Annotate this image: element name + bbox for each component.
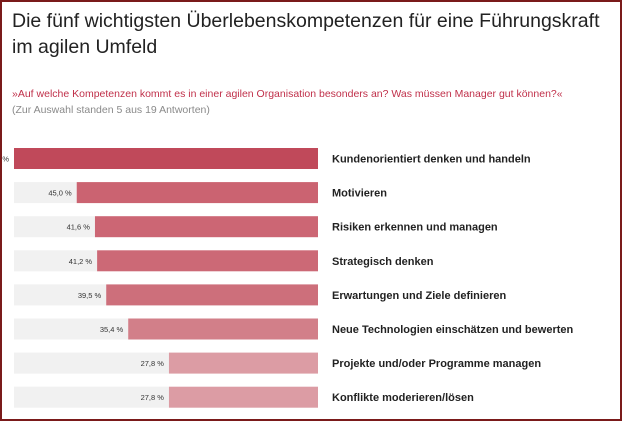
bar bbox=[168, 386, 318, 408]
bar-track bbox=[14, 216, 95, 238]
bar-track bbox=[14, 318, 129, 340]
bar bbox=[168, 352, 318, 374]
survey-question: »Auf welche Kompetenzen kommt es in eine… bbox=[12, 88, 563, 100]
bar-track bbox=[14, 182, 77, 204]
value-label: 41,6 % bbox=[67, 223, 91, 232]
bar bbox=[97, 250, 318, 272]
category-label: Neue Technologien einschätzen und bewert… bbox=[332, 324, 574, 336]
bar bbox=[14, 148, 318, 169]
value-label: 35,4 % bbox=[100, 325, 124, 334]
value-label: 45,0 % bbox=[48, 189, 72, 198]
category-label: Konflikte moderieren/lösen bbox=[332, 392, 474, 404]
bar bbox=[128, 318, 318, 340]
bar bbox=[94, 216, 318, 238]
bar-track bbox=[14, 284, 107, 306]
bar bbox=[76, 182, 318, 204]
bar-track bbox=[14, 250, 98, 272]
bar-track bbox=[14, 386, 169, 408]
value-label: 39,5 % bbox=[78, 291, 102, 300]
survey-note: (Zur Auswahl standen 5 aus 19 Antworten) bbox=[12, 104, 210, 116]
value-label: 27,8 % bbox=[141, 393, 165, 402]
category-label: Erwartungen und Ziele definieren bbox=[332, 290, 506, 302]
category-label: Projekte und/oder Programme managen bbox=[332, 358, 541, 370]
value-label: 41,2 % bbox=[69, 257, 93, 266]
value-label: 27,8 % bbox=[141, 359, 165, 368]
value-label: 56,7 % bbox=[2, 155, 9, 164]
bar-track bbox=[14, 352, 169, 374]
chart-title: Die fünf wichtigsten Überlebenskompetenz… bbox=[12, 10, 600, 58]
category-label: Kundenorientiert denken und handeln bbox=[332, 154, 531, 166]
category-label: Motivieren bbox=[332, 188, 387, 200]
bar bbox=[106, 284, 319, 306]
category-label: Risiken erkennen und managen bbox=[332, 222, 498, 234]
category-label: Strategisch denken bbox=[332, 256, 434, 268]
